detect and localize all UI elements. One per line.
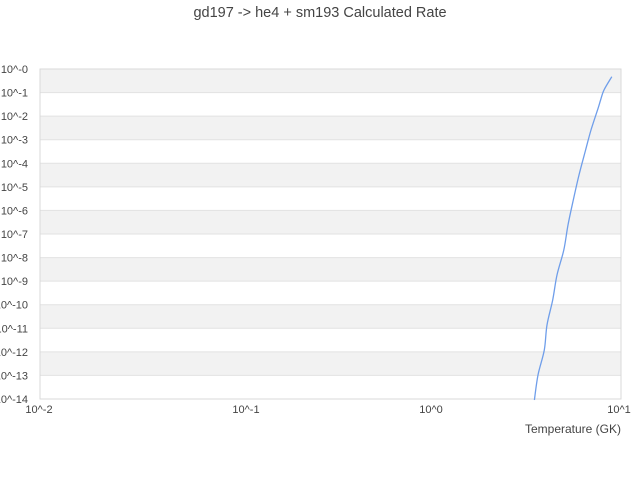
svg-text:10^-13: 10^-13 bbox=[0, 370, 28, 382]
svg-text:10^1: 10^1 bbox=[607, 404, 631, 416]
svg-text:10^-12: 10^-12 bbox=[0, 347, 28, 359]
svg-text:10^-2: 10^-2 bbox=[25, 404, 52, 416]
svg-text:10^-9: 10^-9 bbox=[1, 276, 28, 288]
svg-text:10^-11: 10^-11 bbox=[0, 323, 28, 335]
svg-text:10^-2: 10^-2 bbox=[1, 111, 28, 123]
svg-text:10^-3: 10^-3 bbox=[1, 135, 28, 147]
svg-text:10^-6: 10^-6 bbox=[1, 205, 28, 217]
svg-text:10^-5: 10^-5 bbox=[1, 182, 28, 194]
svg-text:10^-1: 10^-1 bbox=[1, 88, 28, 100]
svg-text:10^-7: 10^-7 bbox=[1, 229, 28, 241]
svg-text:10^-1: 10^-1 bbox=[232, 404, 259, 416]
svg-text:10^-4: 10^-4 bbox=[1, 158, 28, 170]
svg-text:10^-8: 10^-8 bbox=[1, 253, 28, 265]
svg-text:10^-0: 10^-0 bbox=[1, 64, 28, 76]
svg-text:10^-10: 10^-10 bbox=[0, 300, 28, 312]
svg-text:Temperature (GK): Temperature (GK) bbox=[525, 422, 621, 436]
svg-text:10^-14: 10^-14 bbox=[0, 394, 28, 406]
svg-text:10^0: 10^0 bbox=[419, 404, 443, 416]
